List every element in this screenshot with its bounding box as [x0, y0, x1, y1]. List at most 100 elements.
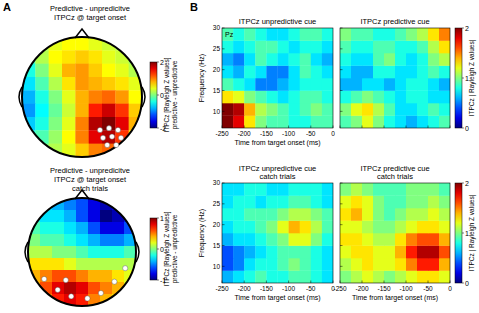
y-axis-label: Frequency (Hz): [198, 209, 206, 257]
heat-cell: [362, 271, 373, 284]
y-tick: [340, 224, 343, 225]
heat-cell: [406, 258, 417, 271]
topo-cell: [115, 77, 129, 91]
heat-cell: [233, 78, 244, 91]
heat-cell: [406, 196, 417, 209]
electrode: [98, 290, 103, 295]
electrode: [114, 142, 119, 147]
y-tick: [222, 203, 225, 204]
topo-cell: [75, 130, 89, 144]
heat-cell: [439, 258, 450, 271]
heat-cell: [300, 271, 311, 284]
topo-cell: [76, 210, 88, 222]
heat-cell: [384, 183, 395, 196]
electrode: [100, 135, 105, 140]
heat-cell: [289, 66, 300, 79]
heat-cell: [417, 208, 428, 221]
heat-cell: [255, 41, 266, 54]
y-tick-label: 15: [213, 242, 221, 249]
heat-cell: [311, 233, 322, 246]
heat-cell: [300, 258, 311, 271]
heat-cell: [373, 208, 384, 221]
topo-cell: [49, 104, 63, 118]
y-tick-label: 25: [213, 200, 221, 207]
y-tick: [340, 48, 343, 49]
heat-cell: [362, 208, 373, 221]
heat-cell: [406, 246, 417, 259]
heat-cell: [395, 183, 406, 196]
heat-cell: [311, 183, 322, 196]
heat-cell: [417, 78, 428, 91]
heat-cell: [340, 233, 351, 246]
heat-cell: [406, 78, 417, 91]
topo-cell: [76, 234, 88, 246]
topo-cell: [49, 117, 63, 131]
heat-cell: [362, 103, 373, 116]
colorbar-tick: [462, 128, 464, 129]
x-tick: [384, 126, 385, 129]
heat-cell: [362, 41, 373, 54]
heat-cell: [340, 221, 351, 234]
heat-cell: [266, 233, 277, 246]
x-tick: [340, 281, 341, 284]
topo-cell: [75, 50, 89, 64]
heat-cell: [351, 28, 362, 41]
heat-cell: [266, 183, 277, 196]
topo-cell: [62, 64, 76, 78]
x-axis-label: Time from target onset (ms): [234, 294, 320, 302]
heat-cell: [322, 271, 333, 284]
heat-cell: [255, 183, 266, 196]
x-tick: [362, 281, 363, 284]
heat-cell: [244, 78, 255, 91]
topo-cell: [52, 222, 64, 234]
heat-cell: [395, 53, 406, 66]
x-tick: [450, 126, 451, 129]
heat-cell: [395, 41, 406, 54]
heat-cell: [278, 66, 289, 79]
heat-cell: [384, 66, 395, 79]
heat-cell: [428, 221, 439, 234]
y-tick: [222, 111, 225, 112]
heatmap: [340, 183, 450, 283]
heat-cell: [439, 221, 450, 234]
colorbar-label: ITPCz [Rayleigh Z values]: [163, 57, 171, 132]
heat-cell: [340, 258, 351, 271]
heat-cell: [439, 91, 450, 104]
topo-cell: [35, 104, 49, 118]
heat-cell: [278, 258, 289, 271]
heat-cell: [300, 233, 311, 246]
heat-cell: [266, 196, 277, 209]
x-tick-label: -250: [333, 285, 346, 292]
nose: [75, 29, 89, 38]
topo-cell: [76, 246, 88, 258]
heat-cell: [266, 103, 277, 116]
heat-cell: [322, 208, 333, 221]
heat-cell: [289, 116, 300, 129]
colorbar-tick: [462, 78, 464, 79]
heat-cell: [289, 103, 300, 116]
title: ITPCz predictive cue: [360, 17, 429, 26]
heatmap: [222, 28, 333, 128]
topo-cell: [75, 64, 89, 78]
x-tick-label: -100: [282, 285, 295, 292]
heat-cell: [340, 28, 351, 41]
heat-cell: [322, 91, 333, 104]
heat-cell: [351, 116, 362, 129]
heat-cell: [439, 208, 450, 221]
heat-cell: [300, 103, 311, 116]
heat-cell: [255, 221, 266, 234]
heat-cell: [406, 91, 417, 104]
heat-cell: [373, 116, 384, 129]
colorbar-tick: [157, 128, 159, 129]
colorbar-label: ITPCz [Rayleigh Z values]: [163, 211, 171, 286]
heat-cell: [406, 116, 417, 129]
topo-cell: [129, 144, 143, 158]
heat-cell: [384, 233, 395, 246]
heat-cell: [439, 196, 450, 209]
electrode: [42, 276, 47, 281]
topo-cell: [35, 90, 49, 104]
y-tick: [222, 69, 225, 70]
heat-cell: [278, 91, 289, 104]
plot-frame: [340, 28, 450, 128]
heat-cell: [406, 233, 417, 246]
